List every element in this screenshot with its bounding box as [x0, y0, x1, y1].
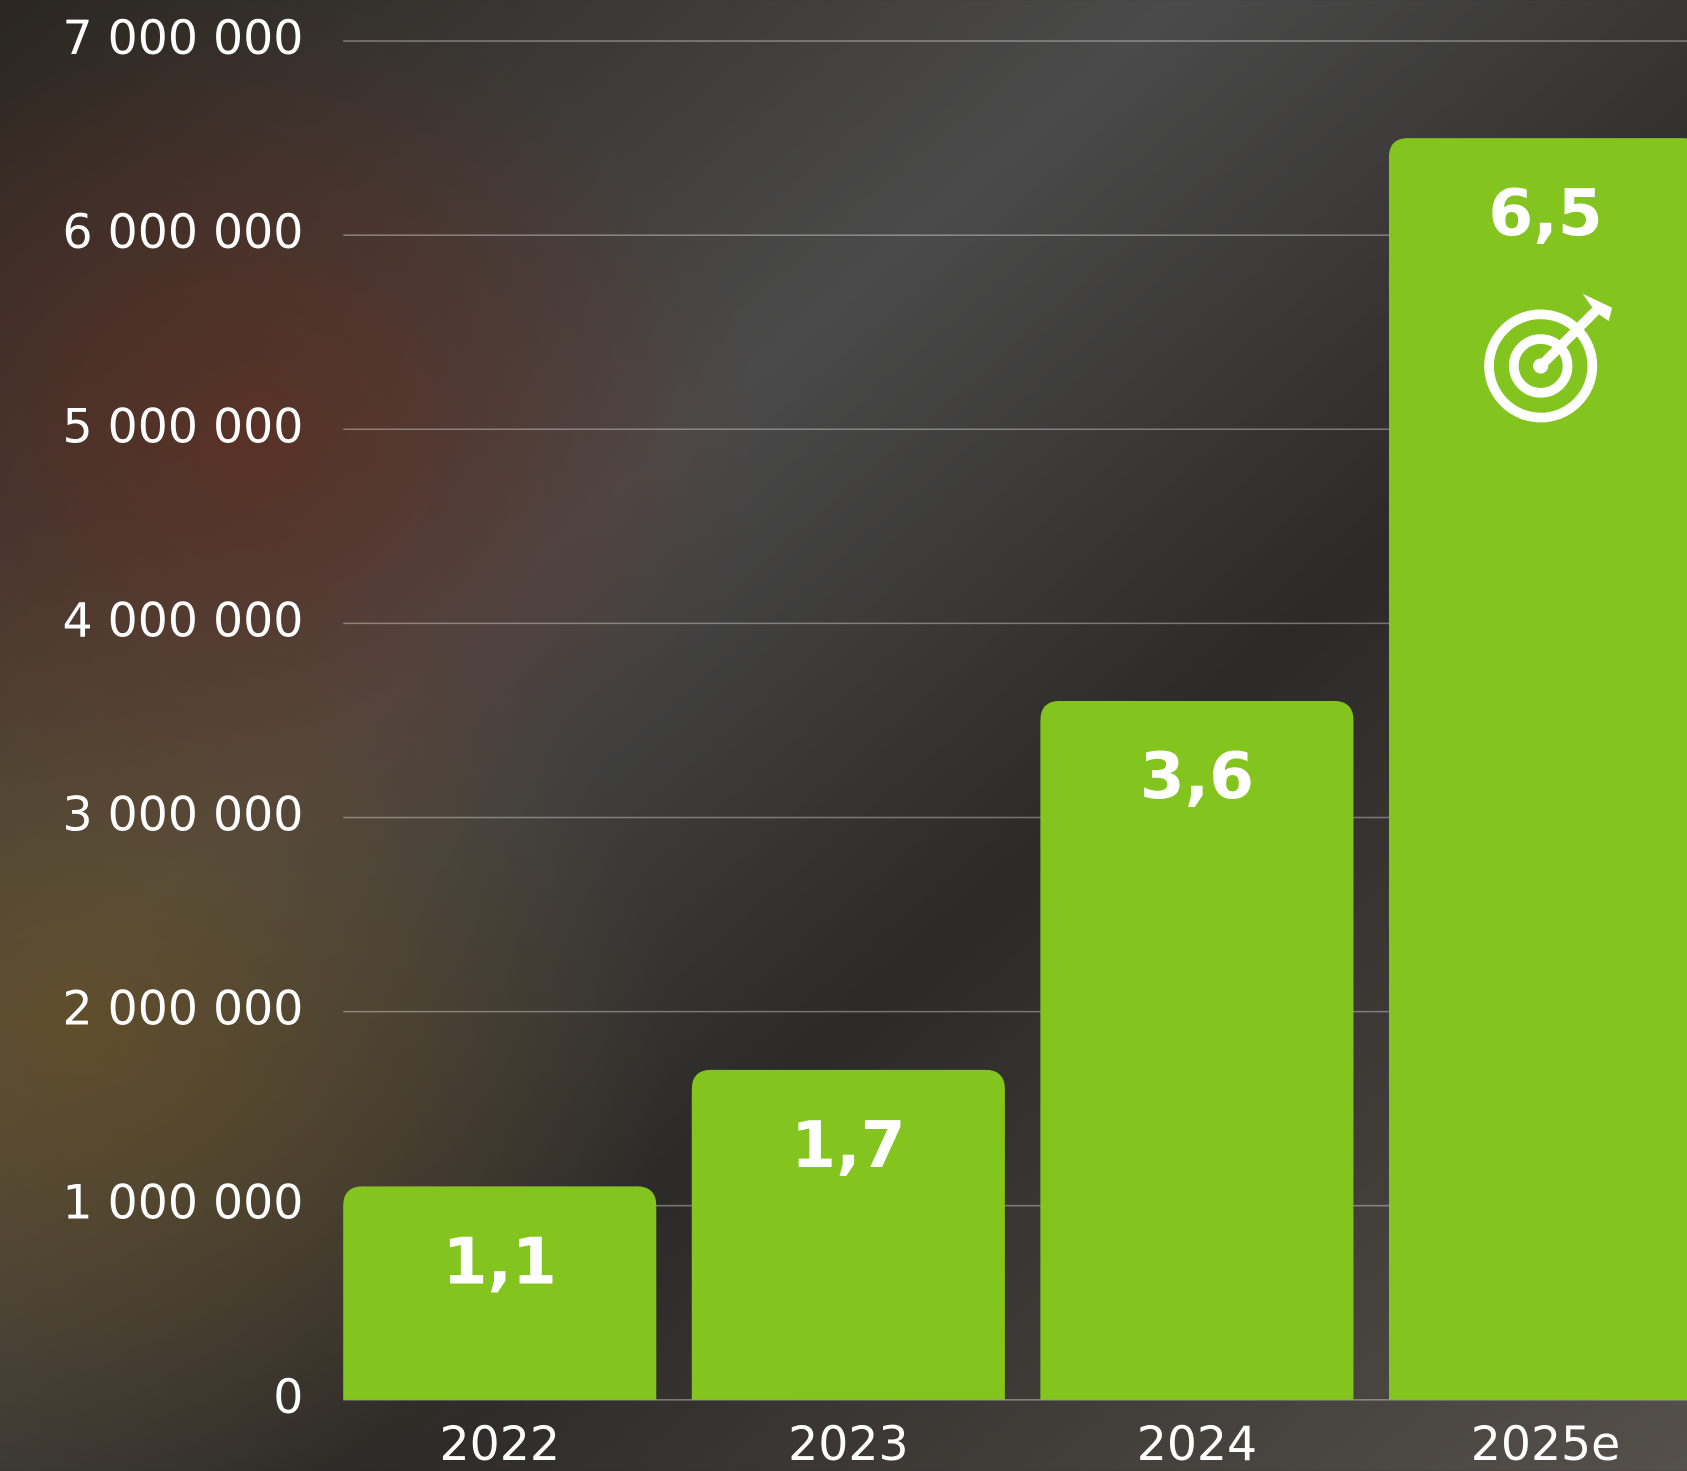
- y-tick-label: 0: [273, 1370, 303, 1425]
- y-tick-label: 2 000 000: [63, 982, 304, 1037]
- y-tick-label: 3 000 000: [63, 787, 304, 842]
- y-tick-label: 7 000 000: [63, 11, 304, 66]
- bar: [691, 1069, 1005, 1400]
- bar: [343, 1186, 657, 1400]
- value-label: 1,1: [443, 1225, 557, 1300]
- value-label: 6,5: [1488, 176, 1602, 251]
- x-tick-label: 2024: [1137, 1417, 1257, 1471]
- bars: [343, 138, 1687, 1400]
- labels: 0 1 000 000 2 000 000 3 000 000 4 000 000 5 0…: [63, 11, 1621, 1471]
- y-tick-label: 1 000 000: [63, 1176, 304, 1231]
- x-tick-label: 2025e: [1471, 1417, 1621, 1471]
- y-tick-label: 5 000 000: [63, 399, 304, 454]
- y-tick-label: 4 000 000: [63, 593, 304, 648]
- y-tick-label: 6 000 000: [63, 205, 304, 260]
- bar: [1388, 138, 1687, 1400]
- value-label: 1,7: [791, 1108, 905, 1183]
- target-icon: [1484, 293, 1613, 423]
- x-tick-label: 2022: [440, 1417, 560, 1471]
- x-tick-label: 2023: [788, 1417, 908, 1471]
- value-label: 3,6: [1140, 739, 1254, 814]
- bar: [1040, 701, 1354, 1400]
